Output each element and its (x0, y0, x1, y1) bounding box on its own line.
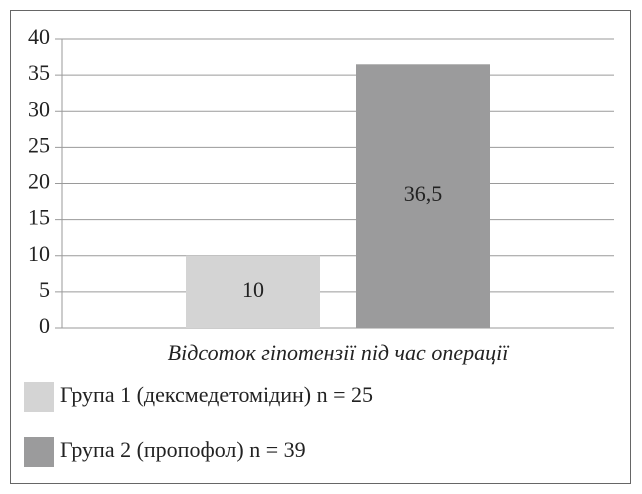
bar (186, 255, 320, 328)
y-tick-label: 20 (28, 169, 50, 194)
data-label: 36,5 (404, 181, 443, 206)
y-tick-label: 40 (28, 24, 50, 49)
legend-label: Група 1 (дексмедетомідин) n = 25 (60, 382, 373, 407)
y-tick-label: 5 (39, 277, 50, 302)
y-tick-label: 25 (28, 132, 50, 157)
bar (356, 64, 490, 328)
legend-swatch (24, 382, 54, 412)
legend-swatch (24, 437, 54, 467)
y-tick-label: 0 (39, 313, 50, 338)
x-category-label: Відсоток гіпотензії під час операції (168, 340, 511, 365)
y-tick-label: 30 (28, 96, 50, 121)
y-tick-label: 15 (28, 205, 50, 230)
chart-frame (10, 10, 631, 484)
legend-label: Група 2 (пропофол) n = 39 (60, 437, 306, 462)
y-tick-label: 35 (28, 60, 50, 85)
data-label: 10 (242, 277, 264, 302)
y-tick-label: 10 (28, 241, 50, 266)
